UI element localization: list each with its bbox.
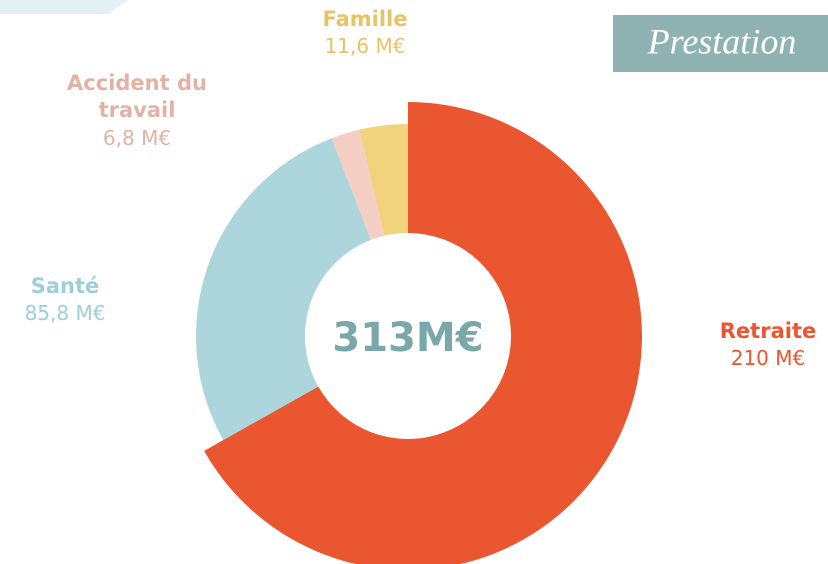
value-label: 11,6 M€ [324, 34, 406, 59]
slice-label: Famille 11,6 M€ [285, 6, 445, 59]
decoration [0, 0, 128, 14]
slice [359, 124, 408, 236]
value-label: 85,8 M€ [24, 301, 106, 326]
category-label: Accident du travail [67, 71, 207, 123]
category-label: Famille [322, 7, 408, 31]
slice-label: Santé 85,8 M€ [0, 273, 135, 326]
category-label: Santé [30, 274, 100, 298]
slice [196, 138, 371, 441]
title-badge [613, 15, 828, 72]
center-label: 313M€ [332, 315, 483, 361]
slice [204, 102, 642, 564]
value-label: 6,8 M€ [102, 125, 172, 150]
chart-title: Prestation [647, 21, 797, 61]
category-label: Retraite [719, 319, 817, 343]
value-label: 210 M€ [730, 346, 806, 371]
slice [331, 129, 385, 240]
slice-label: Retraite 210 M€ [698, 318, 828, 371]
slice-label: Accident du travail 6,8 M€ [37, 70, 237, 151]
